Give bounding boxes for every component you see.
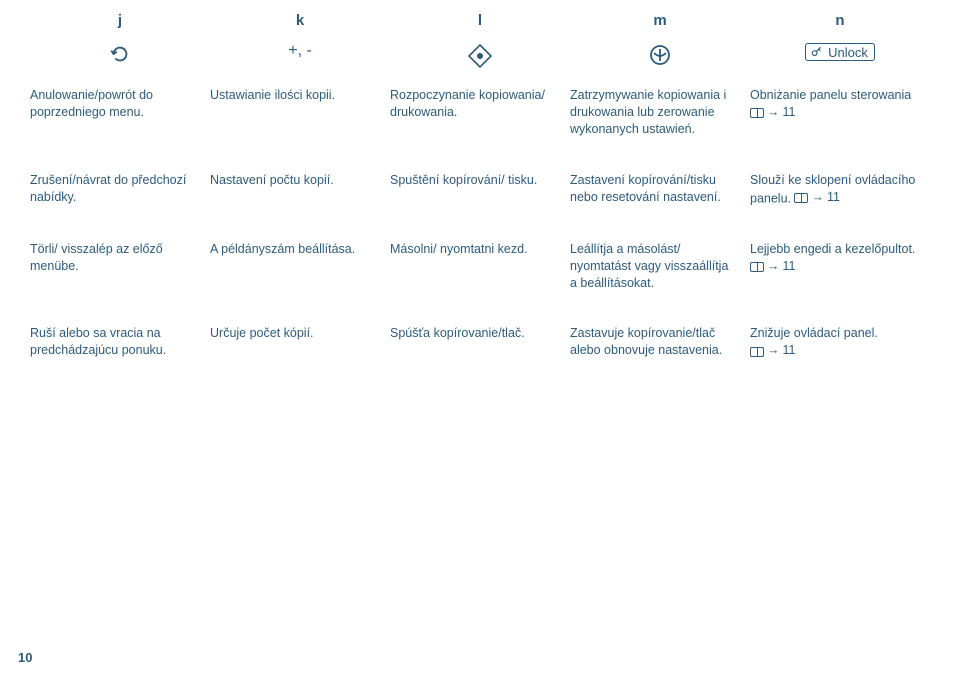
col-header: j — [30, 12, 210, 33]
header-row: j k l m n — [30, 12, 930, 33]
description-cell: Rozpoczynanie kopiowania/ drukowania. — [390, 81, 570, 166]
col-header: l — [390, 12, 570, 33]
plus-minus-text: +, - — [210, 33, 390, 81]
start-diamond-icon — [390, 33, 570, 81]
page-reference: →11 — [750, 258, 795, 275]
description-cell: Anulowanie/powrót do poprzedniego menu. — [30, 81, 210, 166]
unlock-label: Unlock — [828, 46, 868, 59]
description-cell: Zrušení/návrat do předchozí nabídky. — [30, 166, 210, 235]
description-row: Törli/ visszalép az előző menübe.A példá… — [30, 235, 930, 320]
col-header: n — [750, 12, 930, 33]
description-cell: Slouží ke sklopení ovládacího panelu. →1… — [750, 166, 930, 235]
description-cell: Zastavuje kopírovanie/tlač alebo obnovuj… — [570, 319, 750, 388]
page-reference: →11 — [794, 189, 839, 206]
description-cell: Ustawianie ilości kopii. — [210, 81, 390, 166]
stop-circle-icon — [570, 33, 750, 81]
description-cell: Törli/ visszalép az előző menübe. — [30, 235, 210, 320]
unlock-button-graphic: Unlock — [750, 33, 930, 81]
page-reference: →11 — [750, 104, 795, 121]
page-number: 10 — [18, 650, 32, 665]
description-row: Zrušení/návrat do předchozí nabídky.Nast… — [30, 166, 930, 235]
page-reference: →11 — [750, 342, 795, 359]
description-cell: Lejjebb engedi a kezelőpultot. →11 — [750, 235, 930, 320]
description-cell: Zastavení kopírování/tisku nebo resetová… — [570, 166, 750, 235]
description-cell: Ruší alebo sa vracia na predchádzajúcu p… — [30, 319, 210, 388]
description-cell: A példányszám beállítása. — [210, 235, 390, 320]
description-cell: Obniżanie panelu sterowania →11 — [750, 81, 930, 166]
description-row: Ruší alebo sa vracia na predchádzajúcu p… — [30, 319, 930, 388]
description-cell: Určuje počet kópií. — [210, 319, 390, 388]
col-header: m — [570, 12, 750, 33]
description-cell: Leállítja a másolást/ nyomtatást vagy vi… — [570, 235, 750, 320]
description-cell: Nastavení počtu kopií. — [210, 166, 390, 235]
description-cell: Másolni/ nyomtatni kezd. — [390, 235, 570, 320]
description-cell: Znižuje ovládací panel. →11 — [750, 319, 930, 388]
undo-icon — [30, 33, 210, 81]
icon-row: +, - Unlock — [30, 33, 930, 81]
description-cell: Spuštění kopírování/ tisku. — [390, 166, 570, 235]
key-icon — [810, 45, 824, 59]
description-cell: Zatrzymywanie kopiowania i drukowania lu… — [570, 81, 750, 166]
description-cell: Spúšťa kopírovanie/tlač. — [390, 319, 570, 388]
description-row: Anulowanie/powrót do poprzedniego menu.U… — [30, 81, 930, 166]
col-header: k — [210, 12, 390, 33]
